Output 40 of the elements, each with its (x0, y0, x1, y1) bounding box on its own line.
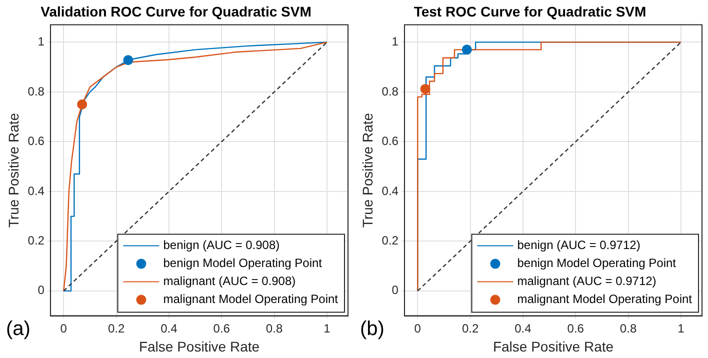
legend-label: malignant (AUC = 0.908) (163, 274, 296, 288)
x-tick-label: 0.6 (213, 321, 230, 336)
x-tick-label: 0.8 (620, 321, 637, 336)
x-axis-title: False Positive Rate (492, 338, 614, 354)
legend-label: malignant Model Operating Point (163, 292, 339, 306)
y-tick-label: 0.2 (382, 233, 399, 248)
x-tick-label: 0.4 (160, 321, 178, 336)
y-tick-label: 0.8 (382, 84, 399, 98)
text: (b) (360, 318, 384, 341)
y-tick-label: 0.4 (28, 184, 45, 198)
x-tick-label: 0 (414, 321, 422, 336)
x-tick-label: 0.2 (108, 321, 125, 336)
x-tick-label: 0 (60, 321, 68, 336)
x-tick-label: 0.2 (462, 321, 479, 336)
chart-title: Validation ROC Curve for Quadratic SVM (40, 3, 312, 20)
x-tick-label: 1 (678, 321, 685, 336)
y-tick-label: 1 (38, 34, 45, 49)
legend-label: benign Model Operating Point (517, 256, 677, 270)
y-axis-title: True Positive Rate (359, 112, 376, 228)
y-tick-label: 0.6 (382, 134, 399, 148)
legend-label: malignant Model Operating Point (517, 292, 693, 306)
x-tick-label: 0.4 (514, 321, 532, 336)
legend-label: benign (AUC = 0.9712) (517, 238, 640, 252)
y-tick-label: 0 (38, 283, 45, 298)
x-tick-label: 0.8 (266, 321, 283, 336)
y-tick-label: 0.8 (28, 84, 45, 98)
y-axis-title: True Positive Rate (5, 112, 22, 228)
legend-label: benign Model Operating Point (163, 256, 323, 270)
text: (a) (6, 318, 30, 341)
y-tick-label: 0.6 (28, 134, 45, 148)
x-axis-title: False Positive Rate (138, 338, 260, 354)
y-tick-label: 0.4 (382, 184, 399, 198)
y-tick-label: 1 (392, 34, 399, 49)
x-tick-label: 0.6 (567, 321, 584, 336)
y-tick-label: 0 (392, 283, 399, 298)
legend-label: benign (AUC = 0.908) (163, 238, 280, 252)
chart-title: Test ROC Curve for Quadratic SVM (414, 3, 646, 20)
x-tick-label: 1 (324, 321, 331, 336)
legend-label: malignant (AUC = 0.9712) (517, 274, 656, 288)
y-tick-label: 0.2 (28, 233, 45, 248)
